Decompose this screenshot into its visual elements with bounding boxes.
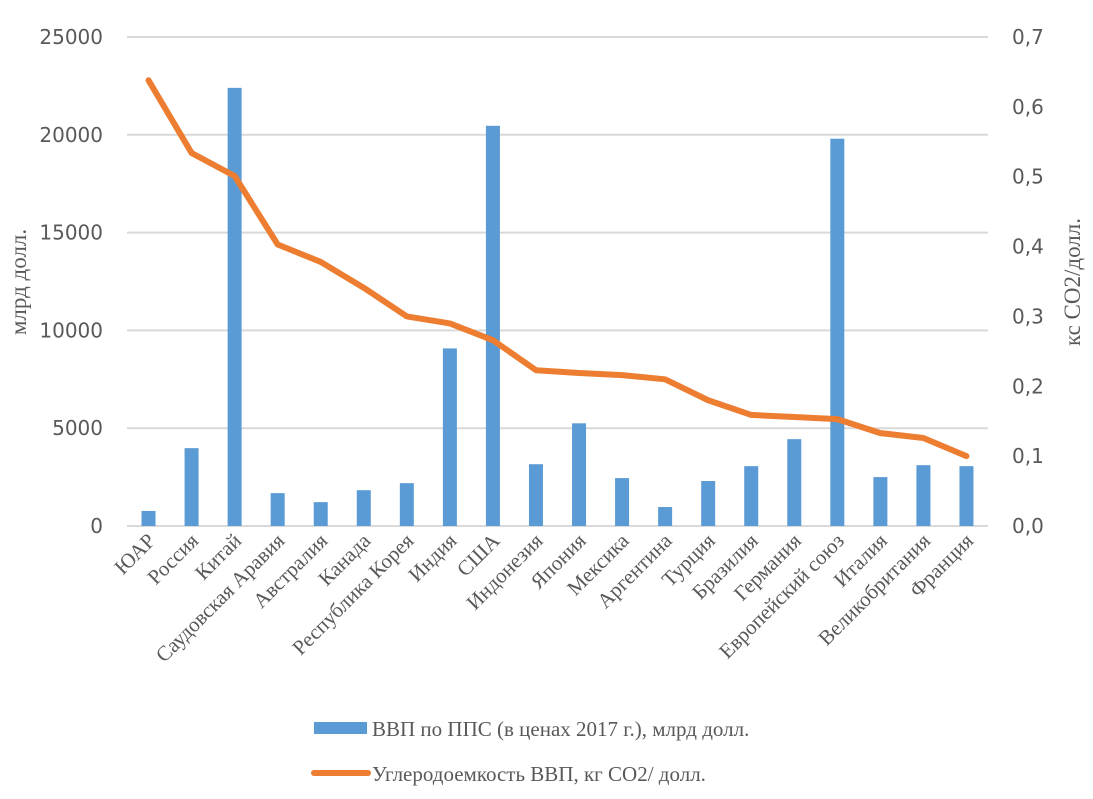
bar bbox=[701, 481, 716, 526]
bar bbox=[528, 464, 543, 526]
bar bbox=[485, 125, 500, 526]
right-axis-title: кс СО2/долл. bbox=[1060, 218, 1085, 346]
bar bbox=[184, 448, 199, 526]
legend-swatch-bar bbox=[314, 722, 367, 734]
bar bbox=[658, 507, 673, 526]
bar bbox=[141, 510, 156, 526]
bar bbox=[615, 478, 630, 526]
bar bbox=[873, 477, 888, 526]
legend-label-line: Углеродоемкость ВВП, кг СО2/ долл. bbox=[372, 762, 706, 786]
bar bbox=[572, 423, 587, 526]
left-tick-label: 5000 bbox=[52, 416, 103, 440]
bar bbox=[270, 493, 285, 526]
left-tick-label: 10000 bbox=[39, 318, 103, 342]
right-axis-ticks: 0,0 0,1 0,2 0,3 0,4 0,5 0,6 0,7 bbox=[1012, 25, 1044, 538]
bar bbox=[787, 439, 802, 526]
right-tick-label: 0,6 bbox=[1012, 95, 1044, 119]
right-tick-label: 0,0 bbox=[1012, 514, 1044, 538]
bar bbox=[830, 138, 845, 526]
left-axis-title: млрд долл. bbox=[6, 229, 31, 335]
right-tick-label: 0,7 bbox=[1012, 25, 1044, 49]
bar bbox=[227, 87, 242, 526]
legend: ВВП по ППС (в ценах 2017 г.), млрд долл.… bbox=[311, 717, 749, 786]
category-label: Индия bbox=[403, 528, 461, 586]
right-tick-label: 0,4 bbox=[1012, 235, 1044, 259]
bar bbox=[313, 502, 328, 526]
bar bbox=[399, 483, 414, 526]
right-tick-label: 0,5 bbox=[1012, 165, 1044, 189]
right-tick-label: 0,2 bbox=[1012, 374, 1044, 398]
line-series bbox=[145, 77, 970, 460]
right-tick-label: 0,1 bbox=[1012, 444, 1044, 468]
line-path bbox=[145, 77, 970, 460]
bar bbox=[356, 490, 371, 526]
left-tick-label: 0 bbox=[90, 514, 103, 538]
bar-series bbox=[141, 87, 974, 526]
left-tick-label: 25000 bbox=[39, 25, 103, 49]
bar bbox=[744, 466, 759, 526]
left-axis-ticks: 0 5000 10000 15000 20000 25000 bbox=[39, 25, 103, 538]
bar bbox=[442, 348, 457, 526]
legend-label-bar: ВВП по ППС (в ценах 2017 г.), млрд долл. bbox=[372, 717, 749, 741]
bar bbox=[916, 465, 931, 526]
left-tick-label: 20000 bbox=[39, 123, 103, 147]
bar bbox=[959, 466, 974, 526]
gridlines bbox=[127, 36, 988, 527]
right-tick-label: 0,3 bbox=[1012, 304, 1044, 328]
left-tick-label: 15000 bbox=[39, 221, 103, 245]
